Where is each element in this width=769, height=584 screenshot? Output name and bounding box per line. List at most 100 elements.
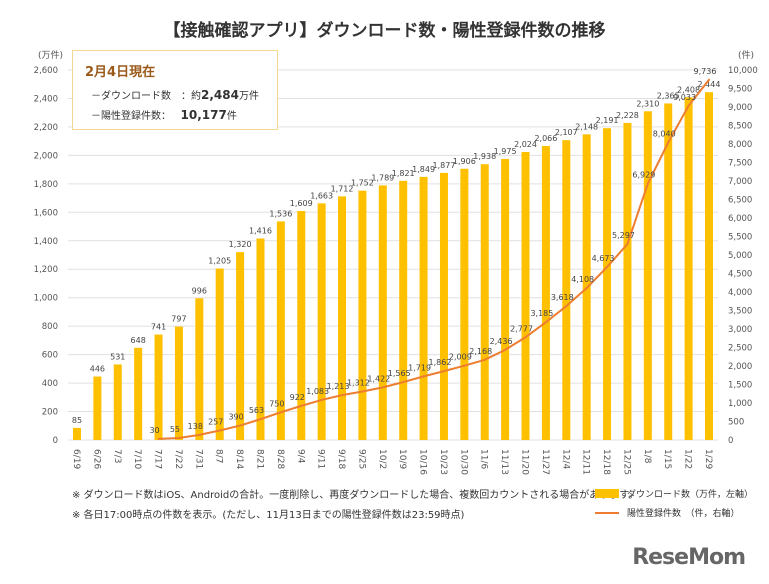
x-tick-label: 1/8 [642, 449, 652, 464]
bar-value-label: 2,148 [575, 122, 598, 131]
line-value-label: 5,297 [612, 231, 635, 240]
line-series [158, 79, 710, 440]
right-tick-label: 2,000 [728, 362, 752, 372]
line-point-11/27 [544, 321, 547, 324]
left-tick-label: 200 [42, 408, 58, 418]
line-value-label: 2,436 [490, 337, 513, 346]
line-point-9/18 [341, 394, 344, 397]
bar-11/6 [480, 164, 489, 440]
line-value-label: 1,719 [408, 363, 431, 372]
bar-6/19 [73, 427, 81, 440]
x-tick-label: 9/25 [356, 449, 366, 469]
line-value-label: 4,673 [592, 254, 615, 263]
line-point-9/25 [361, 390, 364, 393]
bar-11/27 [541, 145, 550, 440]
bar-8/14 [236, 252, 245, 440]
x-tick-label: 8/21 [254, 449, 264, 469]
x-tick-label: 10/23 [438, 449, 448, 475]
left-tick-label: 1,200 [34, 265, 58, 275]
x-tick-label: 8/7 [214, 449, 224, 463]
right-tick-label: 6,000 [728, 214, 752, 224]
line-point-9/4 [300, 404, 303, 407]
x-tick-label: 8/14 [234, 449, 244, 469]
bar-value-label: 1,849 [412, 165, 435, 174]
right-tick-label: 5,500 [728, 233, 752, 243]
bar-value-label: 446 [90, 365, 105, 374]
pos-label: －陽性登録件数： [91, 111, 171, 122]
bar-8/28 [276, 221, 285, 440]
bar-1/15 [664, 103, 673, 440]
line-value-label: 9,736 [694, 67, 717, 76]
line-point-10/9 [402, 381, 405, 384]
line-point-12/11 [585, 287, 588, 290]
dl-value: 2,484 [201, 88, 239, 102]
x-tick-label: 11/6 [479, 449, 489, 469]
line-value-label: 1,565 [388, 369, 411, 378]
line-value-label: 1,213 [327, 382, 350, 391]
x-tick-label: 12/25 [621, 449, 631, 475]
bar-value-label: 85 [72, 416, 82, 425]
right-tick-label: 3,500 [728, 307, 752, 317]
line-value-label: 30 [149, 426, 159, 435]
line-value-label: 1,862 [429, 358, 452, 367]
bar-6/26 [93, 376, 102, 440]
x-tick-label: 10/16 [418, 449, 428, 475]
x-tick-label: 1/29 [703, 449, 713, 469]
line-point-12/25 [626, 243, 629, 246]
bar-12/4 [562, 140, 571, 440]
line-point-1/22 [687, 104, 690, 107]
bar-7/31 [195, 298, 204, 440]
x-tick-label: 10/2 [377, 449, 387, 469]
bar-1/22 [684, 97, 693, 441]
x-tick-label: 11/20 [520, 449, 530, 475]
x-tick-label: 7/22 [173, 449, 183, 469]
bar-9/11 [317, 203, 326, 440]
right-tick-label: 9,000 [728, 103, 752, 113]
bar-value-label: 2,228 [616, 111, 639, 120]
line-point-1/15 [667, 141, 670, 144]
line-point-10/16 [422, 375, 425, 378]
right-tick-label: 9,500 [728, 85, 752, 95]
bar-value-label: 1,975 [494, 147, 517, 156]
dl-unit: 万件 [238, 91, 259, 102]
line-point-7/22 [177, 436, 180, 439]
right-tick-label: 4,000 [728, 288, 752, 298]
legend-line: 陽性登録件数 （件，右軸） [595, 506, 740, 519]
line-value-label: 390 [228, 413, 243, 422]
bar-8/21 [256, 238, 265, 440]
bar-value-label: 1,205 [208, 257, 231, 266]
note-2: ※ 各日17:00時点の件数を表示。(ただし、11月13日までの陽性登録件数は2… [72, 510, 465, 521]
summary-downloads: －ダウンロード数 ：約2,484万件 [91, 87, 259, 102]
bar-10/9 [399, 180, 408, 440]
line-value-label: 8,040 [653, 130, 676, 139]
x-tick-label: 12/11 [581, 449, 591, 475]
bar-value-label: 531 [110, 352, 125, 361]
summary-box: 2月4日現在 －ダウンロード数 ：約2,484万件 －陽性登録件数： 10,17… [72, 50, 278, 130]
left-tick-label: 1,000 [34, 294, 58, 304]
right-tick-label: 4,500 [728, 270, 752, 280]
x-tick-label: 6/26 [91, 449, 101, 469]
line-point-8/7 [218, 429, 221, 432]
bar-1/29 [705, 92, 713, 440]
x-tick-label: 7/31 [193, 449, 203, 469]
summary-heading: 2月4日現在 [85, 65, 156, 80]
note-1: ※ ダウンロード数はiOS、Androidの合計。一度削除し、再度ダウンロードし… [72, 490, 639, 501]
bar-10/16 [419, 176, 428, 440]
right-tick-label: 1,000 [728, 399, 752, 409]
left-tick-label: 0 [53, 436, 58, 446]
right-tick-label: 8,000 [728, 140, 752, 150]
bar-value-label: 1,877 [433, 161, 456, 170]
legend-bar: ダウンロード数（万件，左軸） [595, 487, 753, 500]
bar-9/25 [358, 190, 367, 440]
x-tick-label: 9/11 [316, 449, 326, 469]
line-point-1/29 [708, 78, 710, 81]
line-value-label: 55 [170, 425, 180, 434]
x-tick-label: 10/9 [397, 449, 407, 469]
line-point-1/8 [646, 182, 649, 185]
bar-value-label: 996 [192, 286, 207, 295]
line-value-label: 257 [208, 417, 223, 426]
dl-label: －ダウンロード数 ：約 [91, 91, 201, 102]
line-value-label: 2,009 [449, 353, 472, 362]
legend-line-label: 陽性登録件数 （件，右軸） [627, 509, 740, 519]
line-value-label: 1,312 [347, 378, 370, 387]
